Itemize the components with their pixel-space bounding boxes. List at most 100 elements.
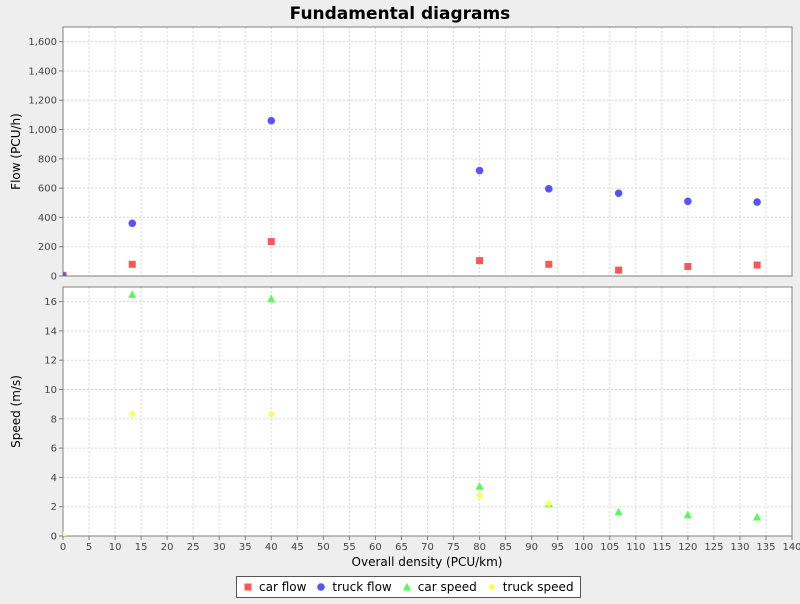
x-tick-label: 25 xyxy=(187,542,200,553)
x-tick-label: 100 xyxy=(574,542,593,553)
y-tick-label: 1,000 xyxy=(28,125,57,136)
x-tick-label: 30 xyxy=(213,542,226,553)
x-tick-label: 105 xyxy=(600,542,619,553)
data-point-car-flow xyxy=(128,260,136,268)
x-tick-label: 45 xyxy=(291,542,304,553)
data-point-car-flow xyxy=(615,266,623,274)
y-tick-label: 1,600 xyxy=(28,37,57,48)
y-tick-label: 6 xyxy=(51,444,57,455)
y-tick-label: 12 xyxy=(44,356,57,367)
data-point-truck-flow xyxy=(267,116,276,125)
y-tick-label: 200 xyxy=(38,242,57,253)
x-tick-label: 95 xyxy=(551,542,564,553)
legend-marker xyxy=(402,582,411,591)
legend-item-truck-flow: truck flow xyxy=(314,580,392,594)
y-axis-label: Flow (PCU/h) xyxy=(9,113,23,190)
x-axis-label: Overall density (PCU/km) xyxy=(352,555,503,569)
data-point-car-flow xyxy=(753,261,761,269)
x-tick-label: 85 xyxy=(499,542,512,553)
y-tick-label: 1,400 xyxy=(28,66,57,77)
data-point-truck-flow xyxy=(63,272,67,276)
data-point-truck-flow xyxy=(614,189,623,198)
data-point-car-flow xyxy=(545,260,553,268)
data-point-truck-speed xyxy=(545,499,553,508)
y-tick-label: 0 xyxy=(51,532,57,543)
legend-marker-icon xyxy=(488,583,496,591)
y-tick-label: 400 xyxy=(38,213,57,224)
x-tick-label: 55 xyxy=(343,542,356,553)
chart-legend: car flow truck flow car speed truck speed xyxy=(236,576,581,598)
legend-label: car flow xyxy=(259,580,307,594)
data-point-truck-speed xyxy=(128,410,136,419)
legend-label: car speed xyxy=(417,580,477,594)
y-tick-label: 1,200 xyxy=(28,96,57,107)
x-tick-label: 110 xyxy=(626,542,645,553)
plot-border xyxy=(62,26,793,277)
legend-item-car-speed: car speed xyxy=(400,580,477,594)
x-tick-label: 130 xyxy=(730,542,749,553)
data-point-car-speed xyxy=(683,510,692,519)
y-tick-label: 600 xyxy=(38,184,57,195)
y-tick-label: 4 xyxy=(51,473,57,484)
x-tick-label: 40 xyxy=(265,542,278,553)
legend-marker-icon xyxy=(402,582,411,591)
y-axis-label: Speed (m/s) xyxy=(9,375,23,448)
data-point-truck-flow xyxy=(475,166,484,175)
legend-item-car-flow: car flow xyxy=(241,580,306,594)
data-point-car-speed xyxy=(267,294,276,303)
data-point-car-speed xyxy=(475,482,484,490)
x-tick-label: 120 xyxy=(678,542,697,553)
x-tick-label: 10 xyxy=(109,542,122,553)
x-tick-label: 5 xyxy=(86,542,92,553)
chart-title: Fundamental diagrams xyxy=(290,4,511,24)
x-tick-label: 15 xyxy=(135,542,148,553)
data-point-truck-speed xyxy=(63,532,67,536)
y-tick-label: 8 xyxy=(51,414,57,425)
legend-label: truck flow xyxy=(332,580,392,594)
x-tick-label: 0 xyxy=(60,542,66,553)
legend-label: truck speed xyxy=(502,580,574,594)
y-tick-label: 800 xyxy=(38,154,57,165)
series-points xyxy=(63,116,761,276)
y-tick-label: 0 xyxy=(51,272,57,283)
x-tick-label: 35 xyxy=(239,542,252,553)
legend-marker xyxy=(317,583,326,591)
x-tick-label: 135 xyxy=(756,542,775,553)
x-tick-label: 75 xyxy=(447,542,460,553)
data-point-car-flow xyxy=(267,238,275,246)
series-points xyxy=(63,290,762,536)
x-tick-label: 65 xyxy=(395,542,408,553)
x-tick-label: 125 xyxy=(704,542,723,553)
x-tick-label: 80 xyxy=(473,542,486,553)
data-point-truck-flow xyxy=(128,219,137,228)
legend-marker-icon xyxy=(317,583,326,591)
data-point-truck-speed xyxy=(267,410,275,419)
data-point-car-speed xyxy=(753,512,762,521)
y-tick-label: 16 xyxy=(44,297,57,308)
x-tick-label: 115 xyxy=(652,542,671,553)
legend-marker xyxy=(244,583,252,591)
x-tick-label: 90 xyxy=(525,542,538,553)
y-tick-label: 10 xyxy=(44,385,57,396)
x-tick-label: 50 xyxy=(317,542,330,553)
data-point-truck-speed xyxy=(476,491,484,500)
legend-marker-icon xyxy=(244,583,252,591)
x-tick-label: 140 xyxy=(782,542,800,553)
data-point-truck-flow xyxy=(753,198,761,206)
x-tick-label: 60 xyxy=(369,542,382,553)
legend-marker xyxy=(488,583,496,591)
panel-2: 0 2 4 6 8 10 12 14 16 Speed (m/s) xyxy=(9,286,793,543)
legend-item-truck-speed: truck speed xyxy=(485,580,574,594)
x-tick-label: 20 xyxy=(161,542,174,553)
data-point-truck-flow xyxy=(684,197,692,206)
y-tick-label: 14 xyxy=(44,326,57,337)
data-point-car-flow xyxy=(684,262,692,270)
data-point-truck-flow xyxy=(545,185,553,193)
y-tick-label: 2 xyxy=(51,502,57,513)
data-point-car-speed xyxy=(128,290,137,298)
data-point-car-flow xyxy=(476,257,484,265)
x-tick-label: 70 xyxy=(421,542,434,553)
panel-1: 0 200 400 600 800 1,000 1,200 1,400 1,600 Flow (P… xyxy=(9,26,793,283)
